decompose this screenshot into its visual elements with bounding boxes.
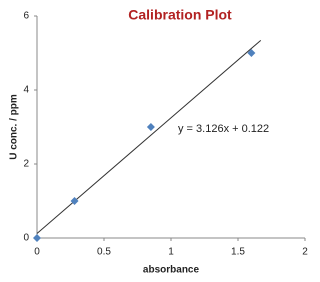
- x-axis-label: absorbance: [143, 265, 200, 276]
- x-tick-label: 0: [34, 247, 40, 258]
- trendline: [36, 39, 262, 234]
- data-point: [247, 49, 256, 57]
- y-tick-label: 6: [23, 11, 29, 22]
- x-tick-label: 0.5: [97, 247, 111, 258]
- y-tick-label: 0: [23, 233, 29, 244]
- y-tick-label: 4: [23, 85, 29, 96]
- data-point: [33, 234, 41, 242]
- y-tick-label: 2: [23, 159, 29, 170]
- x-tick-label: 1: [168, 247, 174, 258]
- data-point: [70, 197, 79, 205]
- chart-title: Calibration Plot: [128, 7, 232, 23]
- x-tick-label: 1.5: [231, 247, 245, 258]
- x-tick-label: 2: [302, 247, 308, 258]
- trendline-equation: y = 3.126x + 0.122: [178, 123, 269, 135]
- y-axis-label: U conc. / ppm: [9, 94, 20, 160]
- data-point: [146, 123, 155, 131]
